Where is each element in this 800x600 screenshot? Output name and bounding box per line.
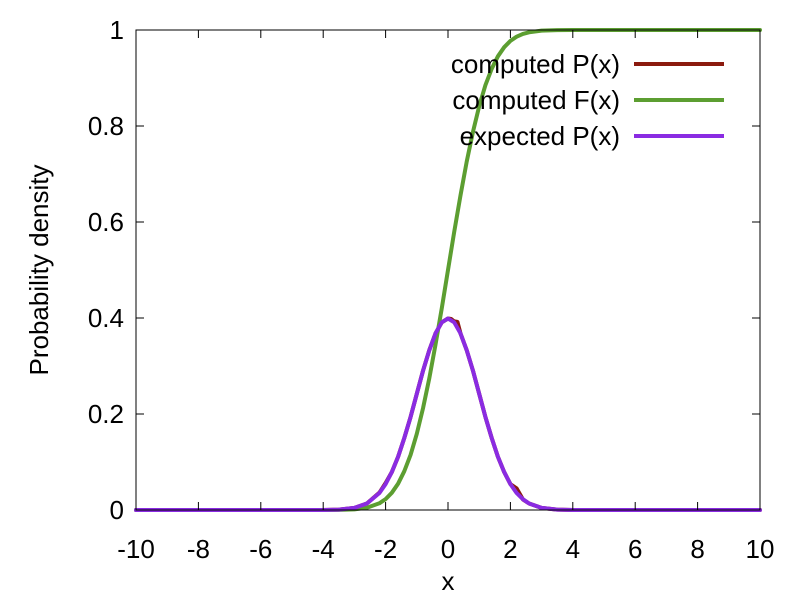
- legend-label: computed P(x): [451, 49, 620, 79]
- series-layer: [134, 28, 762, 512]
- legend: computed P(x) computed F(x) expected P(x): [451, 49, 724, 151]
- x-tick-label: -6: [249, 534, 272, 564]
- x-tick-label: 4: [566, 534, 580, 564]
- series-line-2: [134, 28, 762, 512]
- y-tick-label: 0: [110, 495, 124, 525]
- y-axis: 0 0.2 0.4 0.6 0.8 1: [88, 15, 760, 525]
- y-tick-label: 0.2: [88, 399, 124, 429]
- x-tick-label: 6: [628, 534, 642, 564]
- series-line-3: [134, 316, 762, 512]
- x-axis-label: x: [442, 566, 455, 596]
- y-tick-label: 0.8: [88, 111, 124, 141]
- x-tick-label: -2: [374, 534, 397, 564]
- y-tick-label: 0.4: [88, 303, 124, 333]
- y-axis-label: Probability density: [24, 165, 54, 376]
- x-tick-label: 8: [690, 534, 704, 564]
- x-tick-label: 10: [746, 534, 775, 564]
- x-tick-label: -8: [187, 534, 210, 564]
- x-tick-label: -10: [117, 534, 155, 564]
- y-tick-label: 1: [110, 15, 124, 45]
- x-axis: -10 -8 -6 -4 -2 0 2 4 6 8 10: [117, 30, 774, 564]
- legend-label: computed F(x): [452, 85, 620, 115]
- legend-label: expected P(x): [460, 121, 620, 151]
- y-tick-label: 0.6: [88, 207, 124, 237]
- x-tick-label: -4: [312, 534, 335, 564]
- x-tick-label: 2: [503, 534, 517, 564]
- x-tick-label: 0: [441, 534, 455, 564]
- series-line-1: [134, 316, 762, 512]
